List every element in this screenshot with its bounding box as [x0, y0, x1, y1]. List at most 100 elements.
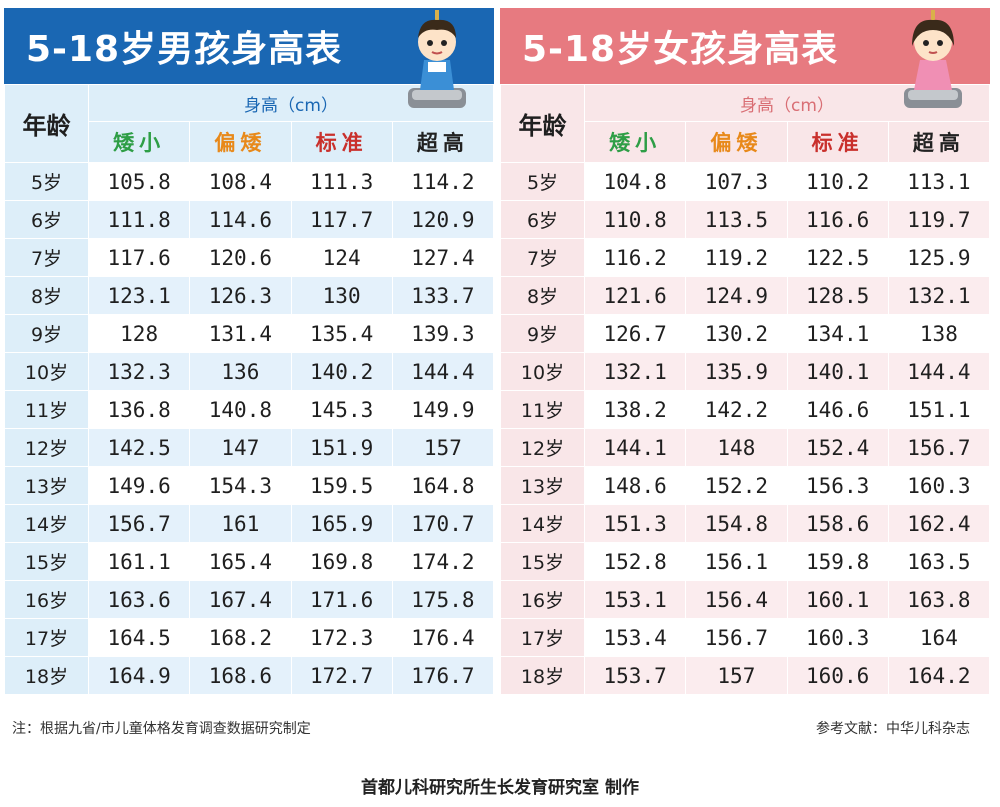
height-value-cell: 114.6 [189, 200, 292, 239]
boy-mascot-icon [408, 10, 466, 108]
height-value-cell: 152.2 [685, 466, 788, 505]
table-row: 17岁 164.5 168.2 172.3 176.4 [4, 618, 495, 657]
height-value-cell: 164.9 [87, 656, 191, 695]
age-cell: 6岁 [500, 200, 585, 239]
height-value-cell: 120.6 [189, 238, 292, 277]
height-value-cell: 130.2 [685, 314, 788, 353]
height-value-cell: 133.7 [391, 276, 495, 315]
height-value-cell: 126.7 [583, 314, 687, 353]
category-below-average: 偏矮 [685, 121, 788, 163]
height-value-cell: 157 [391, 428, 495, 467]
height-value-cell: 116.2 [583, 238, 687, 277]
height-value-cell: 151.3 [583, 504, 687, 543]
height-value-cell: 139.3 [391, 314, 495, 353]
height-value-cell: 107.3 [685, 162, 788, 201]
height-value-cell: 146.6 [786, 390, 889, 429]
age-cell: 12岁 [4, 428, 89, 467]
height-value-cell: 104.8 [583, 162, 687, 201]
table-row: 5岁 104.8 107.3 110.2 113.1 [500, 162, 991, 201]
height-value-cell: 153.7 [583, 656, 687, 695]
age-cell: 17岁 [500, 618, 585, 657]
height-value-cell: 154.8 [685, 504, 788, 543]
table-row: 10岁 132.3 136 140.2 144.4 [4, 352, 495, 391]
age-cell: 13岁 [4, 466, 89, 505]
height-value-cell: 117.6 [87, 238, 191, 277]
table-row: 11岁 136.8 140.8 145.3 149.9 [4, 390, 495, 429]
height-value-cell: 169.8 [290, 542, 393, 581]
category-standard: 标准 [290, 121, 393, 163]
boy-height-table: 年龄 身高（cm） 矮小 偏矮 标准 超高 5岁 105.8 108.4 111.3 1… [4, 84, 495, 695]
height-value-cell: 160.3 [887, 466, 991, 505]
table-row: 5岁 105.8 108.4 111.3 114.2 [4, 162, 495, 201]
age-cell: 15岁 [500, 542, 585, 581]
category-short: 矮小 [87, 121, 191, 163]
girl-title-bar: 5-18岁女孩身高表 [500, 8, 990, 108]
table-row: 12岁 144.1 148 152.4 156.7 [500, 428, 991, 467]
height-value-cell: 167.4 [189, 580, 292, 619]
height-value-cell: 161 [189, 504, 292, 543]
age-cell: 12岁 [500, 428, 585, 467]
girl-height-panel: 5-18岁女孩身高表 年龄 身高（cm） 矮小 偏矮 标准 超高 [500, 8, 991, 695]
height-value-cell: 144.1 [583, 428, 687, 467]
height-value-cell: 156.3 [786, 466, 889, 505]
height-value-cell: 156.7 [685, 618, 788, 657]
boy-title-bar: 5-18岁男孩身高表 [4, 8, 494, 108]
height-value-cell: 168.2 [189, 618, 292, 657]
age-cell: 10岁 [4, 352, 89, 391]
height-value-cell: 163.8 [887, 580, 991, 619]
table-row: 11岁 138.2 142.2 146.6 151.1 [500, 390, 991, 429]
table-row: 6岁 111.8 114.6 117.7 120.9 [4, 200, 495, 239]
height-value-cell: 161.1 [87, 542, 191, 581]
height-value-cell: 176.7 [391, 656, 495, 695]
height-value-cell: 157 [685, 656, 788, 695]
boy-title: 5-18岁男孩身高表 [26, 29, 343, 70]
table-row: 6岁 110.8 113.5 116.6 119.7 [500, 200, 991, 239]
height-value-cell: 156.4 [685, 580, 788, 619]
height-value-cell: 165.4 [189, 542, 292, 581]
age-cell: 8岁 [4, 276, 89, 315]
age-cell: 7岁 [4, 238, 89, 277]
height-value-cell: 160.1 [786, 580, 889, 619]
table-row: 9岁 126.7 130.2 134.1 138 [500, 314, 991, 353]
height-value-cell: 114.2 [391, 162, 495, 201]
height-value-cell: 124 [290, 238, 393, 277]
table-row: 14岁 156.7 161 165.9 170.7 [4, 504, 495, 543]
height-value-cell: 176.4 [391, 618, 495, 657]
height-value-cell: 145.3 [290, 390, 393, 429]
age-cell: 16岁 [500, 580, 585, 619]
table-row: 12岁 142.5 147 151.9 157 [4, 428, 495, 467]
height-value-cell: 105.8 [87, 162, 191, 201]
height-value-cell: 132.1 [583, 352, 687, 391]
height-value-cell: 116.6 [786, 200, 889, 239]
height-value-cell: 175.8 [391, 580, 495, 619]
height-value-cell: 130 [290, 276, 393, 315]
age-header: 年龄 [4, 84, 89, 163]
height-value-cell: 138 [887, 314, 991, 353]
table-row: 8岁 123.1 126.3 130 133.7 [4, 276, 495, 315]
table-row: 18岁 164.9 168.6 172.7 176.7 [4, 656, 495, 695]
height-value-cell: 131.4 [189, 314, 292, 353]
height-value-cell: 124.9 [685, 276, 788, 315]
height-value-cell: 127.4 [391, 238, 495, 277]
age-cell: 16岁 [4, 580, 89, 619]
height-value-cell: 111.8 [87, 200, 191, 239]
age-cell: 5岁 [4, 162, 89, 201]
table-row: 16岁 163.6 167.4 171.6 175.8 [4, 580, 495, 619]
height-value-cell: 156.7 [887, 428, 991, 467]
age-cell: 11岁 [500, 390, 585, 429]
height-value-cell: 159.5 [290, 466, 393, 505]
height-value-cell: 163.6 [87, 580, 191, 619]
height-value-cell: 113.5 [685, 200, 788, 239]
height-value-cell: 125.9 [887, 238, 991, 277]
height-value-cell: 110.8 [583, 200, 687, 239]
table-row: 14岁 151.3 154.8 158.6 162.4 [500, 504, 991, 543]
height-value-cell: 132.1 [887, 276, 991, 315]
category-tall: 超高 [887, 121, 991, 163]
table-row: 16岁 153.1 156.4 160.1 163.8 [500, 580, 991, 619]
table-row: 17岁 153.4 156.7 160.3 164 [500, 618, 991, 657]
height-value-cell: 128 [87, 314, 191, 353]
height-value-cell: 148 [685, 428, 788, 467]
height-value-cell: 144.4 [887, 352, 991, 391]
height-value-cell: 160.3 [786, 618, 889, 657]
source-note: 注：根据九省/市儿童体格发育调查数据研究制定 [12, 721, 311, 737]
